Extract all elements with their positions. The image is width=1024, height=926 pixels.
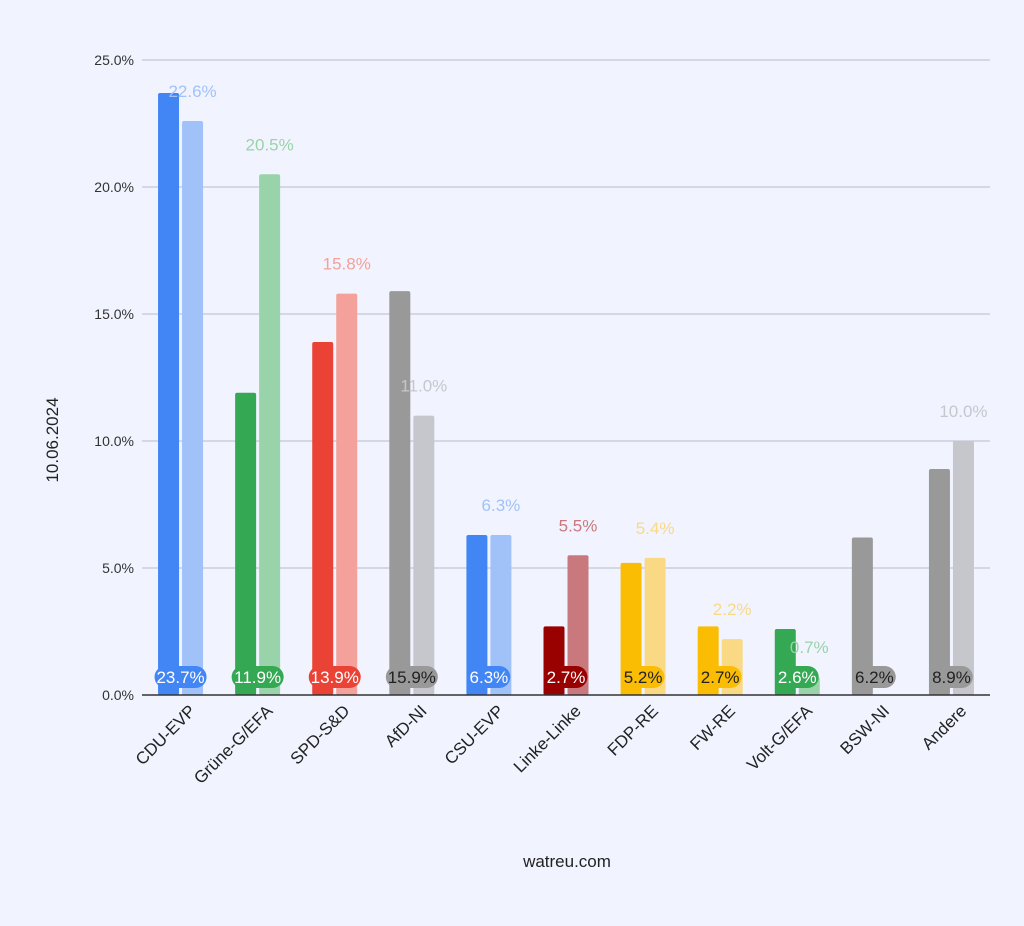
bar-series2 (567, 555, 589, 695)
data-label-series1: 23.7% (156, 668, 204, 687)
data-label-series2: 22.6% (168, 82, 216, 101)
data-label-bg (231, 666, 284, 688)
data-label-bg (621, 666, 665, 688)
bar-series2 (413, 415, 435, 695)
data-label-series1: 8.9% (932, 668, 971, 687)
x-axis-label: watreu.com (522, 852, 611, 871)
bar-series1 (389, 291, 411, 695)
data-label-series1: 11.9% (234, 668, 281, 687)
bar-series2 (644, 557, 666, 695)
bar-series1 (466, 534, 488, 695)
bar-series2 (952, 441, 974, 695)
y-tick-label: 20.0% (94, 179, 134, 195)
data-label-series2: 6.3% (482, 496, 521, 515)
bar-series1 (851, 537, 873, 695)
x-tick-label: Linke-Linke (510, 701, 585, 776)
y-axis-ticks: 0.0% 5.0% 10.0% 15.0% 20.0% 25.0% (94, 52, 134, 703)
data-label-series2: 5.5% (559, 516, 598, 535)
data-label-series1: 6.3% (470, 668, 509, 687)
bar-series2 (336, 293, 358, 695)
data-label-series1: 2.6% (778, 668, 817, 687)
x-tick-label: FW-RE (686, 701, 739, 754)
data-label-bg (385, 666, 438, 688)
data-label-series2: 0.7% (790, 638, 829, 657)
x-tick-label: BSW-NI (837, 701, 894, 758)
data-label-bg (775, 666, 819, 688)
bar-series1 (158, 93, 180, 695)
x-tick-label: AfD-NI (381, 701, 430, 750)
gridlines (142, 59, 990, 569)
y-tick-label: 25.0% (94, 52, 134, 68)
data-label-bg (852, 666, 896, 688)
data-label-series2: 11.0% (400, 377, 447, 396)
x-tick-label: Andere (918, 701, 970, 753)
data-labels: 23.7% 22.6% 11.9% 20.5% 13.9% 15.8% 15.9% 11.0%… (154, 82, 988, 688)
bar-series1 (312, 341, 334, 695)
y-tick-label: 10.0% (94, 433, 134, 449)
data-label-bg (308, 666, 361, 688)
data-label-series2: 15.8% (323, 255, 371, 274)
bar-series2 (490, 534, 512, 695)
data-label-series1: 2.7% (701, 668, 740, 687)
data-label-bg (698, 666, 742, 688)
data-label-series2: 2.2% (713, 600, 752, 619)
bars (158, 93, 974, 696)
bar-series2 (259, 174, 281, 696)
x-tick-label: CDU-EVP (132, 701, 200, 769)
y-tick-label: 0.0% (102, 687, 134, 703)
bar-series2 (182, 120, 204, 695)
data-label-bg (467, 666, 511, 688)
data-label-series1: 6.2% (855, 668, 894, 687)
data-label-bg (154, 666, 207, 688)
data-label-series2: 5.4% (636, 519, 675, 538)
y-tick-label: 15.0% (94, 306, 134, 322)
x-tick-label: CSU-EVP (441, 701, 508, 768)
x-tick-label: FDP-RE (604, 701, 662, 759)
data-label-bg (930, 666, 973, 688)
data-label-series2: 10.0% (939, 402, 987, 421)
bar-series1 (235, 392, 257, 695)
y-tick-label: 5.0% (102, 560, 134, 576)
x-tick-label: Volt-G/EFA (743, 701, 816, 774)
bar-series1 (620, 562, 642, 695)
data-label-series2: 20.5% (246, 135, 294, 154)
x-tick-label: Grüne-G/EFA (190, 701, 277, 788)
x-tick-label: SPD-S&D (287, 701, 354, 768)
data-label-series1: 2.7% (547, 668, 586, 687)
y-axis-label: 10.06.2024 (43, 397, 62, 482)
data-label-series1: 13.9% (311, 668, 359, 687)
data-label-series1: 15.9% (388, 668, 436, 687)
data-label-series1: 5.2% (624, 668, 663, 687)
bar-series1 (928, 468, 950, 695)
data-label-bg (544, 666, 588, 688)
